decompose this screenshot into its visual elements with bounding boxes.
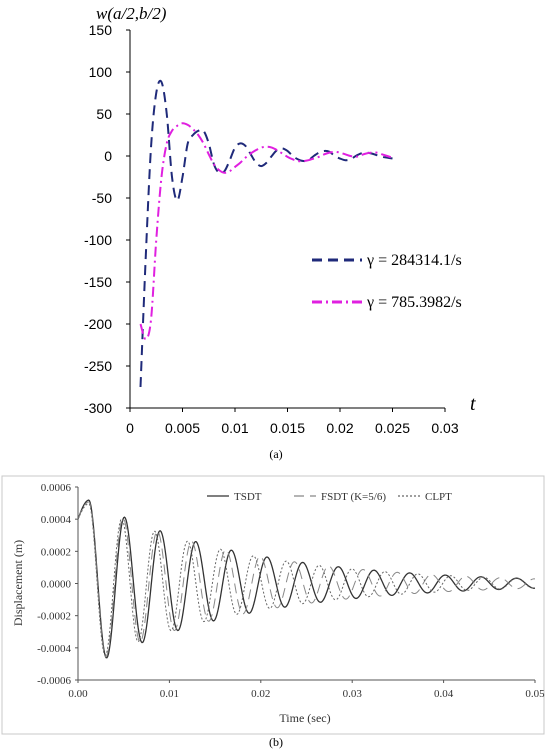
chart-a-y-tick-label: -200 <box>84 316 112 332</box>
chart-b-legend: TSDT FSDT (K=5/6) CLPT <box>207 491 452 503</box>
chart-b-x-tick-label: 0.05 <box>525 688 545 700</box>
chart-a-x-tick-label: 0.005 <box>165 420 200 436</box>
chart-b-series-line-3 <box>77 503 536 657</box>
chart-b-y-tick-label: -0.0004 <box>37 643 71 655</box>
chart-b-y-axis-label: Displacement (m) <box>11 540 25 626</box>
chart-a-series-line-1 <box>139 79 393 388</box>
chart-a-axes: 150 100 50 0 -50 -100 -150 -200 -250 -300 0 0.005 0.… <box>84 22 459 436</box>
chart-b-legend-label-1: TSDT <box>234 491 262 503</box>
chart-a-x-tick-label: 0.03 <box>431 420 458 436</box>
chart-b: 0.0006 0.0004 0.0002 0.0000 -0.0002 -0.0004 -0… <box>1 475 545 749</box>
chart-a-x-axis-label: t <box>470 393 476 415</box>
chart-a-series-line-2 <box>139 122 393 341</box>
chart-a-y-tick-label: -250 <box>84 358 112 374</box>
chart-a-y-tick-label: -150 <box>84 274 112 290</box>
chart-b-y-tick-label: 0.0002 <box>41 546 71 558</box>
chart-b-y-tick-label: 0.0004 <box>41 514 72 526</box>
chart-b-y-tick-label: -0.0006 <box>37 675 71 687</box>
chart-a-y-tick-label: 150 <box>89 22 113 38</box>
chart-a-legend-label-2: γ = 785.3982/s <box>366 294 462 311</box>
chart-a-x-tick-label: 0 <box>126 420 134 436</box>
chart-b-x-tick-label: 0.01 <box>160 688 179 700</box>
chart-a-x-tick-label: 0.015 <box>270 420 305 436</box>
chart-a-x-tick-label: 0.01 <box>221 420 248 436</box>
chart-a: 150 100 50 0 -50 -100 -150 -200 -250 -300 0 0.005 0.… <box>84 4 476 461</box>
chart-a-y-tick-label: -300 <box>84 400 112 416</box>
chart-a-y-axis-label: w(a/2,b/2) <box>96 4 167 23</box>
chart-b-panel-label: (b) <box>269 735 283 749</box>
chart-a-panel-label: (a) <box>269 447 282 461</box>
chart-a-legend-label-1: γ = 284314.1/s <box>366 252 462 269</box>
chart-b-x-tick-label: 0.03 <box>343 688 363 700</box>
chart-a-series <box>139 79 393 388</box>
chart-b-x-tick-label: 0.04 <box>434 688 454 700</box>
chart-a-y-tick-label: -100 <box>84 232 112 248</box>
chart-b-y-tick-label: 0.0006 <box>41 482 72 494</box>
chart-b-y-tick-label: -0.0002 <box>37 611 71 623</box>
chart-b-axes: 0.0006 0.0004 0.0002 0.0000 -0.0002 -0.0004 -0… <box>37 482 545 700</box>
chart-a-x-tick-label: 0.025 <box>375 420 410 436</box>
chart-b-series <box>77 499 536 659</box>
chart-a-y-tick-label: 50 <box>96 106 112 122</box>
chart-a-y-tick-label: -50 <box>92 190 112 206</box>
chart-b-x-axis-label: Time (sec) <box>279 711 330 725</box>
chart-b-y-tick-label: 0.0000 <box>41 579 72 591</box>
chart-b-x-tick-label: 0.00 <box>68 688 88 700</box>
chart-a-y-tick-label: 0 <box>104 148 112 164</box>
chart-b-legend-label-2: FSDT (K=5/6) <box>321 491 386 503</box>
chart-b-series-line-1 <box>77 499 536 659</box>
chart-b-legend-label-3: CLPT <box>425 491 452 503</box>
chart-b-frame <box>1 475 545 735</box>
chart-a-x-tick-label: 0.02 <box>326 420 353 436</box>
chart-a-legend: γ = 284314.1/s γ = 785.3982/s <box>312 252 462 311</box>
chart-a-y-tick-label: 100 <box>89 64 113 80</box>
chart-b-series-line-2 <box>77 501 536 658</box>
chart-b-x-tick-label: 0.02 <box>251 688 270 700</box>
